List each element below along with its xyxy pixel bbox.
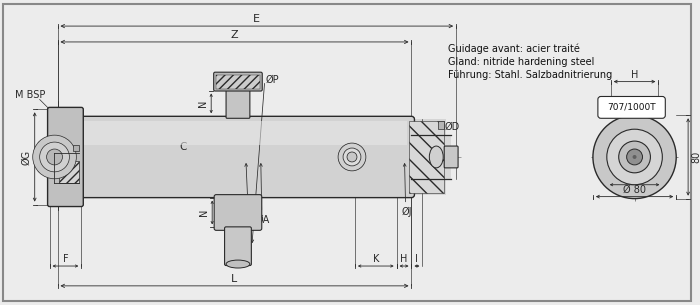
Text: Führung: Stahl. Salzbadnitrierung: Führung: Stahl. Salzbadnitrierung — [448, 70, 612, 80]
Text: L: L — [232, 274, 237, 284]
Text: N: N — [199, 209, 209, 216]
Text: ØP: ØP — [266, 75, 279, 84]
FancyBboxPatch shape — [38, 142, 52, 172]
Circle shape — [33, 135, 76, 179]
Bar — [407, 119, 446, 195]
Circle shape — [619, 141, 650, 173]
Bar — [216, 75, 260, 88]
Text: H: H — [400, 254, 407, 264]
Ellipse shape — [429, 146, 443, 168]
FancyBboxPatch shape — [225, 227, 251, 266]
Text: N: N — [198, 100, 208, 107]
Bar — [412, 135, 451, 179]
Circle shape — [338, 143, 366, 171]
Circle shape — [40, 142, 69, 172]
Text: E: E — [253, 14, 260, 24]
FancyBboxPatch shape — [214, 72, 262, 91]
Circle shape — [347, 152, 357, 162]
Bar — [72, 121, 407, 145]
Text: ØJ: ØJ — [401, 206, 412, 217]
FancyBboxPatch shape — [48, 107, 83, 206]
FancyBboxPatch shape — [444, 146, 458, 168]
Text: 80: 80 — [691, 151, 700, 163]
Bar — [60, 161, 79, 183]
Text: ØD: ØD — [444, 122, 459, 132]
FancyBboxPatch shape — [214, 195, 262, 230]
Text: ØA: ØA — [256, 214, 270, 224]
FancyBboxPatch shape — [226, 88, 250, 118]
Bar — [438, 121, 444, 129]
Text: 707/1000T: 707/1000T — [608, 103, 656, 112]
Text: Z: Z — [231, 30, 238, 40]
Bar — [74, 145, 79, 151]
Circle shape — [633, 155, 636, 159]
Text: Gland: nitride hardening steel: Gland: nitride hardening steel — [448, 57, 594, 67]
Circle shape — [593, 115, 676, 199]
Text: F: F — [62, 254, 69, 264]
Text: ØG: ØG — [22, 149, 32, 164]
Circle shape — [626, 149, 643, 165]
Ellipse shape — [226, 260, 250, 268]
Text: ØB: ØB — [243, 206, 257, 217]
Circle shape — [47, 149, 62, 165]
Text: K: K — [372, 254, 379, 264]
Text: H: H — [631, 70, 638, 80]
Circle shape — [607, 129, 662, 185]
Text: I: I — [416, 254, 419, 264]
Bar — [409, 121, 444, 193]
Text: C: C — [180, 142, 187, 152]
FancyBboxPatch shape — [64, 116, 414, 198]
Circle shape — [343, 148, 361, 166]
Text: Ø40,5: Ø40,5 — [620, 173, 649, 183]
FancyBboxPatch shape — [598, 96, 665, 118]
Text: Guidage avant: acier traité: Guidage avant: acier traité — [448, 43, 580, 54]
Text: M BSP: M BSP — [15, 91, 46, 100]
Text: Ø 80: Ø 80 — [623, 185, 646, 195]
